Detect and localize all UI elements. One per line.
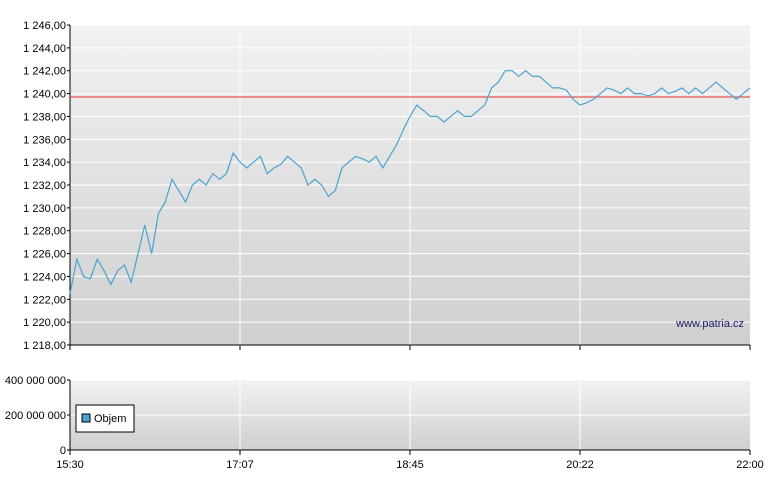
volume-y-tick-label: 400 000 000 xyxy=(5,375,66,387)
price-y-tick-label: 1 246,00 xyxy=(23,20,66,32)
price-y-tick-label: 1 236,00 xyxy=(23,134,66,146)
price-y-tick-label: 1 242,00 xyxy=(23,66,66,78)
x-tick-label: 17:07 xyxy=(226,459,254,471)
price-y-tick-label: 1 222,00 xyxy=(23,294,66,306)
price-y-tick-label: 1 228,00 xyxy=(23,226,66,238)
volume-y-tick-label: 0 xyxy=(60,445,66,457)
price-y-tick-label: 1 240,00 xyxy=(23,89,66,101)
watermark: www.patria.cz xyxy=(675,318,744,330)
volume-y-tick-label: 200 000 000 xyxy=(5,410,66,422)
price-y-tick-label: 1 244,00 xyxy=(23,43,66,55)
volume-panel: 0 200 000 000 400 000 000 Objem xyxy=(5,375,750,457)
price-panel: 1 218,00 1 220,00 1 222,00 1 224,00 1 226,00… xyxy=(23,20,751,352)
price-y-tick-label: 1 220,00 xyxy=(23,317,66,329)
price-y-tick-label: 1 234,00 xyxy=(23,157,66,169)
price-y-tick-label: 1 226,00 xyxy=(23,249,66,261)
price-y-tick-label: 1 224,00 xyxy=(23,271,66,283)
x-axis: 15:30 17:07 18:45 20:22 22:00 xyxy=(56,345,764,471)
price-y-tick-label: 1 238,00 xyxy=(23,111,66,123)
x-tick-label: 18:45 xyxy=(396,459,424,471)
legend-label: Objem xyxy=(94,413,126,425)
x-tick-label: 22:00 xyxy=(736,459,764,471)
legend-swatch xyxy=(81,413,91,423)
x-tick-label: 15:30 xyxy=(56,459,84,471)
price-y-tick-label: 1 218,00 xyxy=(23,340,66,352)
x-tick-label: 20:22 xyxy=(566,459,594,471)
volume-grid xyxy=(70,379,750,450)
price-y-axis: 1 218,00 1 220,00 1 222,00 1 224,00 1 226,00… xyxy=(23,20,750,352)
price-y-tick-label: 1 232,00 xyxy=(23,180,66,192)
price-y-tick-label: 1 230,00 xyxy=(23,203,66,215)
volume-legend: Objem xyxy=(75,404,135,433)
price-series-line xyxy=(69,69,751,294)
